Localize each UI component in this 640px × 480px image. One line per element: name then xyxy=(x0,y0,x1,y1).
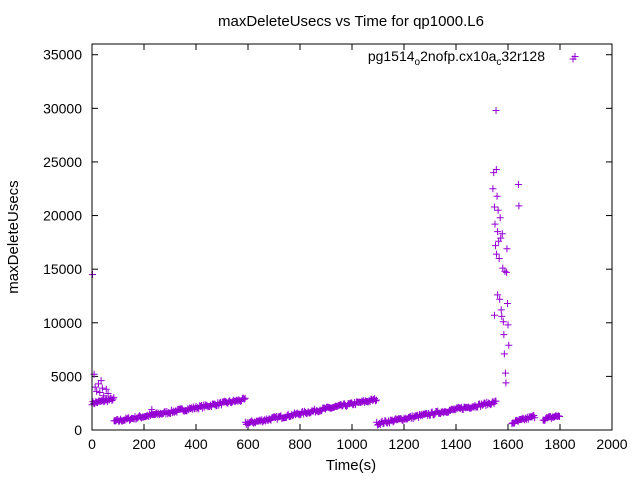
data-point-outlier xyxy=(496,295,504,303)
data-point-outlier xyxy=(492,106,500,114)
data-point xyxy=(555,412,563,420)
y-tick-label: 20000 xyxy=(43,208,82,224)
y-tick-label: 25000 xyxy=(43,154,82,170)
data-point xyxy=(555,412,563,420)
axis-ticks: 0 200 400 600 800 1000 1200 1400 1600 1800 2000050… xyxy=(43,44,628,452)
chart-title: maxDeleteUsecs vs Time for qp1000.L6 xyxy=(218,13,484,30)
x-tick-label: 2000 xyxy=(596,436,627,452)
data-point-outlier xyxy=(490,311,498,319)
x-tick-label: 1800 xyxy=(544,436,575,452)
data-point xyxy=(372,396,380,404)
data-point xyxy=(108,397,116,405)
x-tick-label: 600 xyxy=(236,436,260,452)
data-point-outlier xyxy=(489,185,497,193)
legend-marker xyxy=(571,53,579,60)
data-point-outlier xyxy=(493,192,501,200)
data-point xyxy=(531,414,539,422)
legend-marker-symbol xyxy=(571,53,579,60)
y-tick-label: 10000 xyxy=(43,315,82,331)
data-point xyxy=(109,395,117,403)
data-point-outlier xyxy=(505,341,513,349)
x-tick-label: 0 xyxy=(88,436,96,452)
data-point-outlier xyxy=(503,299,511,307)
x-tick-label: 1400 xyxy=(440,436,471,452)
x-tick-label: 1000 xyxy=(336,436,367,452)
x-axis-label: Time(s) xyxy=(326,457,376,474)
y-tick-label: 5000 xyxy=(51,368,82,384)
data-point-outlier xyxy=(497,234,505,242)
data-point-outlier xyxy=(502,268,510,276)
data-point-outlier xyxy=(500,350,508,358)
x-tick-label: 1200 xyxy=(388,436,419,452)
data-point xyxy=(198,404,206,412)
data-point-outlier xyxy=(148,406,156,414)
data-point-outlier xyxy=(494,228,502,236)
y-tick-label: 30000 xyxy=(43,100,82,116)
data-point-outlier xyxy=(100,392,108,400)
data-point-outlier xyxy=(499,318,507,326)
data-point xyxy=(492,397,500,405)
data-point-outlier xyxy=(102,385,110,393)
data-point-outlier xyxy=(515,202,523,210)
x-tick-label: 400 xyxy=(184,436,208,452)
data-point-outlier xyxy=(501,267,509,275)
data-point-outlier xyxy=(491,220,499,228)
data-point-outlier xyxy=(494,206,502,214)
x-tick-label: 200 xyxy=(132,436,156,452)
data-point-outlier xyxy=(498,230,506,238)
data-point-outlier xyxy=(93,387,101,395)
data-points xyxy=(88,55,577,429)
data-point-outlier xyxy=(504,321,512,329)
y-tick-label: 35000 xyxy=(43,47,82,63)
plot-frame xyxy=(91,43,613,431)
data-point-outlier xyxy=(497,306,505,314)
data-point-outlier xyxy=(493,250,501,258)
y-tick-label: 0 xyxy=(74,422,82,438)
data-point-outlier xyxy=(495,254,503,262)
data-point-outlier xyxy=(96,388,104,396)
data-point-outlier xyxy=(498,312,506,320)
data-point-outlier xyxy=(490,203,498,211)
data-point-outlier xyxy=(91,383,99,391)
data-point-outlier xyxy=(104,390,112,398)
data-point xyxy=(240,395,248,403)
x-tick-label: 1600 xyxy=(492,436,523,452)
data-point-outlier xyxy=(503,245,511,253)
x-tick-label: 800 xyxy=(288,436,312,452)
data-point-outlier xyxy=(492,165,500,173)
data-point-outlier xyxy=(492,242,500,250)
data-point-outlier xyxy=(514,180,522,188)
data-point-outlier xyxy=(500,331,508,339)
data-point xyxy=(217,401,225,409)
data-point-outlier xyxy=(98,384,106,392)
data-point-outlier xyxy=(502,379,510,387)
data-point-outlier xyxy=(97,377,105,385)
data-point xyxy=(110,394,118,402)
y-tick-label: 15000 xyxy=(43,261,82,277)
y-axis-label: maxDeleteUsecs xyxy=(5,180,22,293)
data-point-outlier xyxy=(89,271,97,279)
data-point-outlier xyxy=(501,369,509,377)
data-point-outlier xyxy=(496,214,504,222)
data-point xyxy=(241,394,249,402)
data-point xyxy=(372,397,380,405)
legend-label: pg1514o2nofp.cx10ac32r128 xyxy=(368,48,545,68)
data-point-outlier xyxy=(494,291,502,299)
